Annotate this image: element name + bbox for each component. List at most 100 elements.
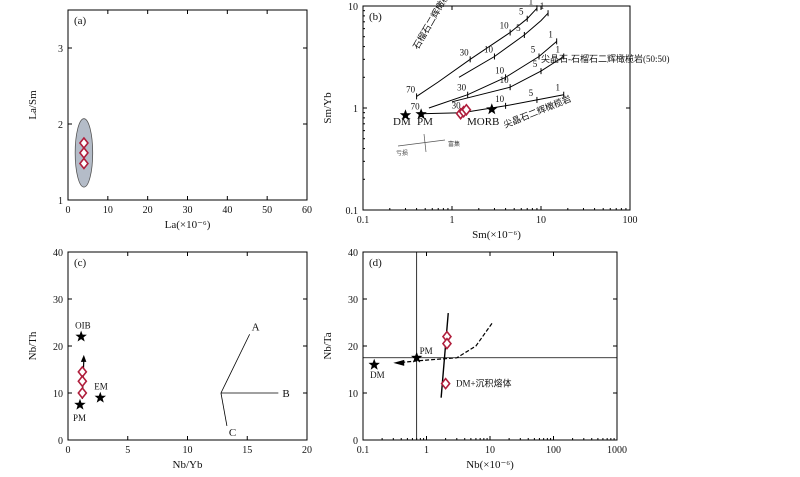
- b-trend-line: [397, 139, 446, 147]
- c-xtick-label: 10: [183, 445, 193, 456]
- b-label-enriched: 富集: [448, 140, 460, 148]
- b-melt-percent-label: 5: [529, 88, 534, 98]
- d-xlabel: Nb(×10⁻⁶): [466, 459, 514, 471]
- d-ytick-label: 20: [348, 342, 358, 353]
- d-mixing-label: DM+沉积熔体: [456, 378, 512, 389]
- c-panel-label: (c): [74, 257, 87, 269]
- b-melt-percent-label: 1: [555, 83, 560, 93]
- panel-d: 0.1 1 10 100 1000 0 10 20 30 40 Nb(×10⁻⁶) Nb/Ta (d) D…: [322, 248, 627, 471]
- c-frame: [67, 251, 308, 441]
- a-xtick-label: 50: [262, 205, 272, 216]
- c-vector-label: C: [229, 427, 236, 439]
- b-label-morb: MORB: [467, 116, 499, 128]
- d-ylabel: Nb/Ta: [322, 332, 334, 359]
- c-ytick-label: 40: [53, 248, 63, 259]
- b-melt-percent-label: 10: [495, 65, 505, 75]
- c-xtick-label: 15: [242, 445, 252, 456]
- b-xtick-label: 1: [450, 215, 455, 226]
- a-xtick-label: 10: [103, 205, 113, 216]
- d-sample-point: [440, 377, 451, 390]
- b-melt-percent-label: 5: [516, 23, 521, 33]
- c-reservoir-label: EM: [94, 382, 108, 392]
- a-frame: [67, 9, 308, 201]
- c-ytick-label: 30: [53, 295, 63, 306]
- d-panel-label: (d): [369, 257, 382, 269]
- b-xtick-label: 100: [623, 215, 638, 226]
- b-ytick-label: 1: [353, 104, 358, 115]
- b-melt-percent-label: 5: [531, 44, 536, 54]
- c-xlabel: Nb/Yb: [173, 459, 203, 471]
- c-reservoir-star: [74, 398, 86, 410]
- b-label-dm: DM: [393, 116, 411, 128]
- b-melt-percent-label: 5: [519, 7, 524, 17]
- b-melting-curve-0: [416, 7, 538, 97]
- c-reservoir-label: OIB: [75, 321, 91, 331]
- panel-c: 0 5 10 15 20 0 10 20 30 40 Nb/Yb Nb/Th (c) OIB EM PM A B C: [27, 248, 312, 471]
- d-reservoir-star: [411, 351, 423, 363]
- b-label-pm: PM: [417, 116, 433, 128]
- a-xtick-label: 0: [66, 205, 71, 216]
- b-label-depleted: 亏损: [396, 149, 408, 157]
- b-ytick-label: 0.1: [346, 206, 359, 217]
- b-melt-percent-label: 1: [548, 29, 553, 39]
- b-melt-percent-label: 30: [457, 83, 467, 93]
- b-melt-percent-label: 10: [495, 94, 505, 104]
- b-reservoir-star: [399, 109, 412, 121]
- d-sample-point: [441, 337, 452, 350]
- c-sample-point: [77, 374, 88, 388]
- d-ytick-label: 10: [348, 389, 358, 400]
- panel-a: 0 10 20 30 40 50 60 1 2 3 La(×10⁻⁶) La/Sm (a): [27, 9, 312, 231]
- d-xtick-label: 100: [546, 445, 561, 456]
- b-melt-percent-label: 70: [411, 102, 421, 112]
- b-panel-label: (b): [369, 11, 382, 23]
- c-vector-A: [220, 334, 250, 394]
- d-mixing-arrowhead: [393, 359, 405, 366]
- d-reservoir-label: PM: [420, 346, 433, 356]
- b-melt-percent-label: 30: [460, 47, 470, 57]
- b-ylabel: Sm/Yb: [322, 92, 334, 124]
- b-xtick-label: 0.1: [357, 215, 370, 226]
- b-label-garnet-lherzolite: 石榴石二辉橄榄岩: [410, 0, 456, 51]
- b-melt-percent-label: 5: [533, 59, 538, 69]
- d-frame: [362, 251, 618, 441]
- a-xlabel: La(×10⁻⁶): [165, 219, 211, 231]
- b-melt-percent-label: 10: [484, 44, 494, 54]
- b-melt-percent-label: 10: [500, 75, 510, 85]
- a-xtick-label: 20: [143, 205, 153, 216]
- panel-b: 0.1 1 10 1000.1110Sm(×10⁻⁶)Sm/Yb(b)70301051…: [322, 0, 670, 241]
- b-melting-curve-3: [451, 56, 564, 103]
- a-xtick-label: 30: [183, 205, 193, 216]
- a-xtick-label: 60: [302, 205, 312, 216]
- c-ytick-label: 0: [58, 436, 63, 447]
- b-reservoir-star: [415, 108, 427, 119]
- d-mixing-curve: [401, 322, 494, 363]
- a-ytick-label: 2: [58, 120, 63, 131]
- c-vector-label: A: [252, 321, 260, 333]
- c-vector-C: [220, 392, 228, 426]
- b-ytick-label: 10: [348, 2, 358, 13]
- d-xtick-label: 0.1: [357, 445, 370, 456]
- a-ytick-label: 3: [58, 44, 63, 55]
- d-reservoir-label: DM: [370, 370, 385, 380]
- d-xtick-label: 10: [485, 445, 495, 456]
- a-sample-point: [78, 157, 89, 170]
- b-trend-cross: [423, 133, 427, 153]
- d-reservoir-star: [368, 358, 380, 370]
- b-melt-percent-label: 30: [452, 101, 462, 111]
- c-reservoir-star: [94, 391, 106, 403]
- b-reservoir-star: [486, 103, 498, 115]
- c-ytick-label: 10: [53, 389, 63, 400]
- b-melt-percent-label: 1: [555, 44, 560, 54]
- a-panel-label: (a): [74, 15, 87, 27]
- d-ytick-label: 0: [353, 436, 358, 447]
- b-melt-percent-label: 1: [540, 1, 545, 11]
- c-xtick-label: 5: [125, 445, 130, 456]
- a-ytick-label: 1: [58, 196, 63, 207]
- d-xtick-label: 1000: [607, 445, 627, 456]
- b-sample-point: [461, 103, 472, 117]
- a-xtick-label: 40: [222, 205, 232, 216]
- d-ytick-label: 30: [348, 295, 358, 306]
- b-melt-percent-label: 1: [529, 0, 534, 6]
- b-xtick-label: 10: [536, 215, 546, 226]
